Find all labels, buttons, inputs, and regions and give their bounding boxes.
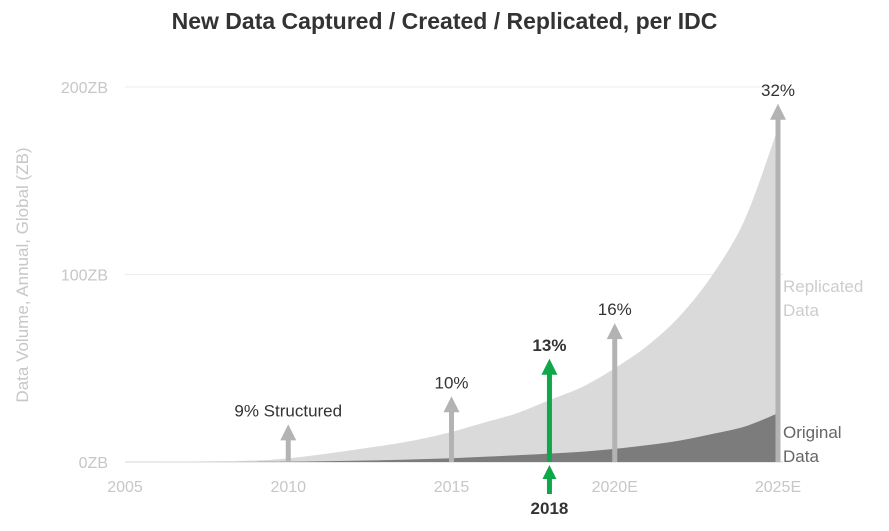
arrow-head — [606, 323, 623, 340]
original-data-label-line-2: Data — [783, 447, 819, 466]
original-data-label-line-1: Original — [783, 423, 842, 442]
y-tick-label: 0ZB — [79, 455, 108, 472]
y-tick-label: 100ZB — [61, 268, 108, 285]
annotation-arrow-2: 13% — [532, 336, 566, 462]
highlight-marker: 2018 — [531, 465, 569, 518]
arrow-head — [280, 424, 297, 441]
annotation-arrow-3: 16% — [598, 300, 632, 462]
chart-title: New Data Captured / Created / Replicated… — [171, 8, 718, 34]
y-axis-label: Data Volume, Annual, Global (ZB) — [13, 147, 32, 402]
y-tick-label: 200ZB — [61, 80, 108, 97]
annotation-arrow-0: 9% Structured — [234, 401, 342, 462]
annotation-label: 13% — [532, 336, 566, 355]
annotation-label: 10% — [434, 373, 468, 392]
annotation-label: 32% — [761, 81, 795, 100]
x-tick-label: 2015 — [434, 479, 470, 496]
x-tick-label: 2025E — [755, 479, 801, 496]
highlight-arrow-head — [542, 465, 557, 479]
annotation-layer: 9% Structured 10% 13% 16% 32% 2018 — [234, 81, 795, 518]
arrow-head — [443, 396, 460, 413]
annotation-arrow-4: 32% — [761, 81, 795, 462]
replicated-data-label-line-2: Data — [783, 301, 819, 320]
arrow-head — [770, 103, 786, 120]
replicated-data-label-line-1: Replicated — [783, 277, 863, 296]
highlight-year-label: 2018 — [531, 499, 569, 518]
x-tick-label: 2010 — [270, 479, 306, 496]
annotation-label: 16% — [598, 300, 632, 319]
annotation-arrow-1: 10% — [434, 373, 469, 462]
x-tick-label: 2020E — [592, 479, 638, 496]
axis-layer: 0ZB 100ZB 200ZB 2005 2010 2015 2020E 2025E — [61, 80, 801, 496]
arrow-head — [541, 358, 558, 375]
x-tick-label: 2005 — [107, 479, 143, 496]
annotation-label: 9% Structured — [234, 401, 342, 420]
